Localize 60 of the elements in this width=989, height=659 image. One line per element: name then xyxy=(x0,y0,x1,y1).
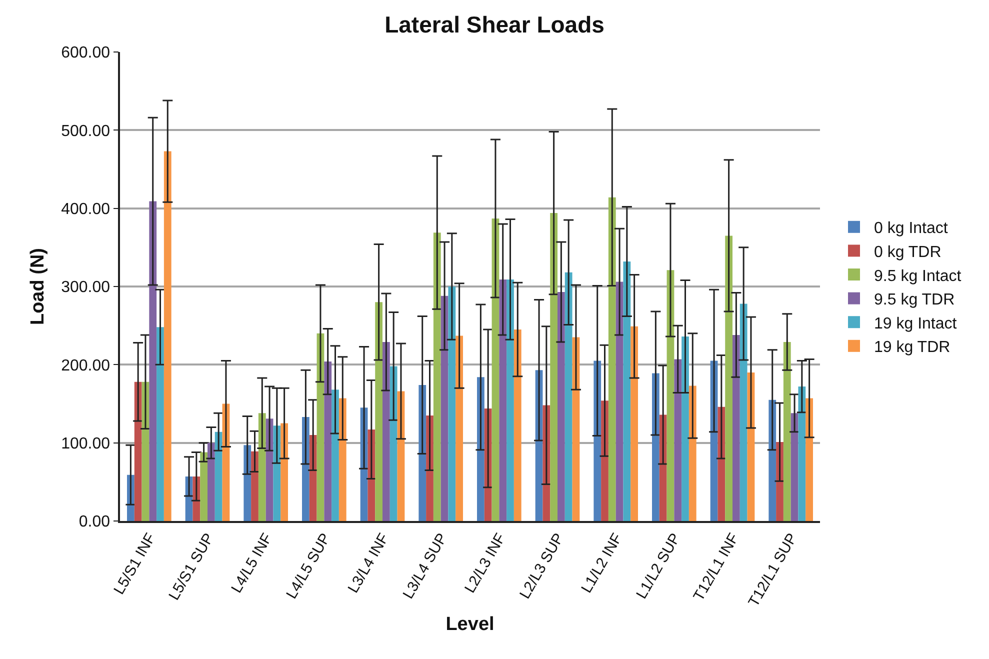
bar xyxy=(208,442,215,521)
bar xyxy=(798,386,806,521)
bar xyxy=(456,336,463,521)
bar xyxy=(783,342,791,521)
bar xyxy=(506,279,514,521)
bar xyxy=(630,326,638,521)
y-tick-label: 100.00 xyxy=(61,435,110,452)
bar xyxy=(390,366,398,521)
legend-label: 9.5 kg Intact xyxy=(874,268,962,285)
legend-label: 0 kg TDR xyxy=(874,244,942,261)
bar xyxy=(324,362,332,521)
bar xyxy=(302,417,310,521)
bar xyxy=(616,282,624,521)
y-tick-label: 400.00 xyxy=(61,200,110,218)
bar xyxy=(332,390,339,521)
bar xyxy=(790,413,798,521)
bar xyxy=(732,334,740,521)
bar xyxy=(806,398,813,521)
bar xyxy=(623,261,631,521)
bar xyxy=(740,304,748,521)
bar xyxy=(558,292,565,521)
y-tick-label: 600.00 xyxy=(61,44,110,62)
bar xyxy=(375,302,382,521)
legend-label: 19 kg TDR xyxy=(874,339,950,356)
bar xyxy=(550,213,558,521)
bar xyxy=(499,279,507,521)
bar xyxy=(725,236,732,521)
bar xyxy=(214,432,222,521)
bar xyxy=(688,386,696,521)
bar xyxy=(514,329,522,521)
bar xyxy=(448,286,456,521)
bar xyxy=(258,413,266,521)
bar xyxy=(251,451,258,521)
bar xyxy=(608,197,616,521)
y-tick-label: 0.00 xyxy=(78,514,110,531)
bar xyxy=(338,398,346,521)
legend-label: 0 kg Intact xyxy=(874,220,948,238)
bar xyxy=(164,151,172,521)
y-tick-label: 300.00 xyxy=(61,279,110,296)
bar xyxy=(134,382,142,521)
y-tick-label: 500.00 xyxy=(61,122,110,140)
bar xyxy=(156,327,164,521)
bar xyxy=(200,452,208,521)
bar xyxy=(674,359,682,521)
y-axis-title: Load (N) xyxy=(27,248,48,326)
bar xyxy=(718,406,726,521)
y-tick-label: 200.00 xyxy=(61,357,110,374)
bar xyxy=(652,373,660,521)
bar xyxy=(682,336,689,521)
bar xyxy=(280,423,288,521)
bar xyxy=(594,360,602,521)
bar xyxy=(149,201,157,521)
legend-label: 19 kg Intact xyxy=(874,315,958,332)
legend-label: 9.5 kg TDR xyxy=(874,292,955,309)
bar xyxy=(564,272,572,521)
x-axis-title: Level xyxy=(446,614,494,636)
bar xyxy=(244,445,252,521)
bar xyxy=(433,232,441,521)
bar xyxy=(382,342,390,521)
chart-title: Lateral Shear Loads xyxy=(384,12,604,38)
